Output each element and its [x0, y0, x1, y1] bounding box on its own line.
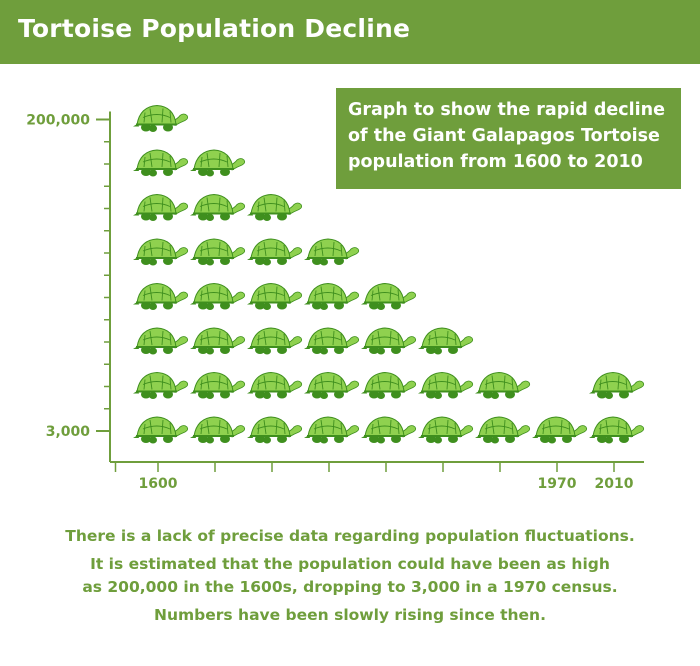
- tortoise-icon: [133, 282, 189, 310]
- x-tick-label: 1970: [538, 476, 577, 492]
- page-title: Tortoise Population Decline: [18, 14, 411, 43]
- caption-line-4: Numbers have been slowly rising since th…: [154, 606, 546, 624]
- tortoise-icon: [247, 327, 303, 355]
- tortoise-icon: [247, 282, 303, 310]
- tortoise-icon: [247, 238, 303, 266]
- info-line-3: population from 1600 to 2010: [348, 152, 643, 172]
- tortoise-icon: [247, 416, 303, 444]
- tortoise-icon: [589, 416, 645, 444]
- caption-line-2: It is estimated that the population coul…: [90, 555, 610, 573]
- tortoise-icon: [190, 193, 246, 221]
- tortoise-icon: [304, 327, 360, 355]
- tortoise-icon: [532, 416, 588, 444]
- tortoise-icon: [133, 416, 189, 444]
- tortoise-icon: [304, 282, 360, 310]
- tortoise-icon: [133, 327, 189, 355]
- tortoise-icon: [418, 327, 474, 355]
- tortoise-icon: [190, 282, 246, 310]
- tortoise-icon: [589, 371, 645, 399]
- x-tick-label: 1600: [139, 476, 178, 492]
- y-tick-label: 200,000: [26, 113, 90, 129]
- tortoise-icon: [361, 371, 417, 399]
- tortoise-icon: [133, 193, 189, 221]
- tortoise-icon: [190, 416, 246, 444]
- tortoise-icon: [361, 416, 417, 444]
- tortoise-icon: [304, 238, 360, 266]
- tortoise-icon: [133, 104, 189, 132]
- tortoise-icon: [133, 149, 189, 177]
- x-tick-label: 2010: [595, 476, 634, 492]
- tortoise-icon: [361, 282, 417, 310]
- tortoise-icon: [304, 371, 360, 399]
- tortoise-icon: [361, 327, 417, 355]
- tortoise-icon: [190, 371, 246, 399]
- caption-line-3: as 200,000 in the 1600s, dropping to 3,0…: [82, 578, 618, 596]
- pictogram-chart: 200,000 3,000 1600 1970 2010: [26, 104, 645, 492]
- tortoise-icon: [475, 371, 531, 399]
- tortoise-icon: [133, 238, 189, 266]
- info-line-1: Graph to show the rapid decline: [348, 100, 665, 120]
- caption-line-1: There is a lack of precise data regardin…: [65, 527, 635, 545]
- info-line-2: of the Giant Galapagos Tortoise: [348, 126, 660, 146]
- tortoise-icon: [247, 371, 303, 399]
- tortoise-icon: [133, 371, 189, 399]
- tortoise-icon: [190, 238, 246, 266]
- tortoise-icon: [304, 416, 360, 444]
- footer-caption: There is a lack of precise data regardin…: [0, 527, 700, 624]
- tortoise-icon: [247, 193, 303, 221]
- title-bar: Tortoise Population Decline: [0, 0, 700, 64]
- y-tick-label: 3,000: [46, 424, 91, 440]
- info-box: Graph to show the rapid decline of the G…: [336, 88, 681, 189]
- tortoise-icon: [418, 371, 474, 399]
- tortoise-icon: [418, 416, 474, 444]
- tortoise-icon: [190, 149, 246, 177]
- tortoise-icon: [190, 327, 246, 355]
- tortoise-icon: [475, 416, 531, 444]
